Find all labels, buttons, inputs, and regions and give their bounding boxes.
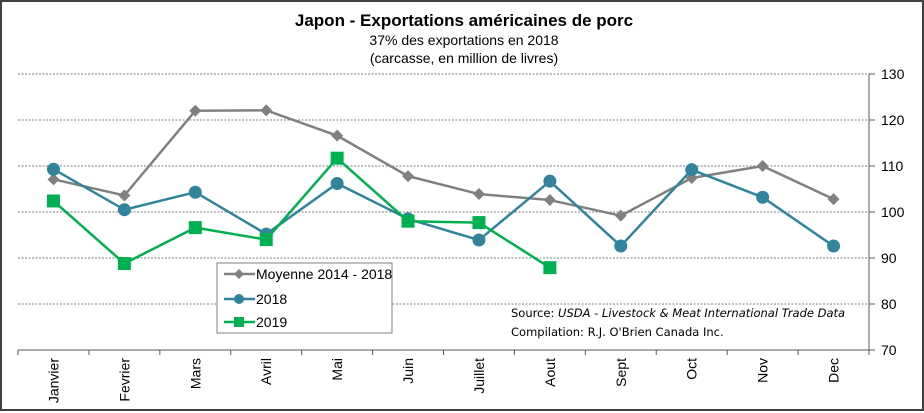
gridlines — [18, 73, 869, 305]
series — [46, 104, 841, 275]
x-tick-labels: Janvier Fevrier Mars Avril Mai Juin Juillet Aou… — [45, 358, 841, 403]
data-point-circle — [472, 233, 486, 247]
data-point-diamond — [260, 104, 273, 117]
series-line — [52, 168, 835, 248]
x-tick-label: Janvier — [45, 358, 61, 403]
series-line — [52, 156, 551, 269]
y-tick-label: 90 — [881, 250, 897, 266]
data-point-diamond — [756, 160, 769, 172]
y-tick-label: 100 — [881, 204, 905, 220]
x-tick-label: Oct — [684, 358, 700, 380]
data-point-circle — [614, 239, 628, 253]
source-annotation: Source: USDA - Livestock & Meat Internat… — [511, 306, 845, 339]
x-tick-label: Nov — [755, 358, 771, 383]
data-point-circle — [330, 176, 344, 190]
y-tick-label: 110 — [881, 158, 904, 174]
chart-subtitle-2: (carcasse, en million de livres) — [370, 50, 558, 66]
y-tick-label: 120 — [881, 112, 905, 128]
chart-subtitle-1: 37% des exportations en 2018 — [369, 32, 558, 48]
data-point-diamond — [47, 173, 60, 186]
x-tick-label: Avril — [258, 358, 274, 385]
axes — [17, 73, 875, 355]
legend-label-moyenne: Moyenne 2014 - 2018 — [256, 266, 392, 282]
series-moyenne-2014---2018 — [47, 104, 840, 222]
data-point-square — [259, 233, 273, 247]
legend-item-2018: 2018 — [224, 291, 287, 307]
data-point-diamond — [331, 129, 344, 142]
legend-diamond-icon — [234, 269, 244, 279]
x-tick-label: Dec — [826, 358, 842, 383]
source-line: Source: USDA - Livestock & Meat Internat… — [511, 306, 845, 320]
data-point-diamond — [614, 209, 627, 222]
chart-title: Japon - Exportations américaines de porc — [295, 11, 633, 30]
x-tick-label: Juin — [400, 358, 416, 384]
data-point-diamond — [472, 188, 485, 201]
x-tick-label: Mars — [187, 358, 203, 389]
y-tick-label: 130 — [881, 66, 905, 82]
data-point-diamond — [543, 194, 556, 207]
legend-circle-icon — [234, 294, 244, 304]
series-2019 — [46, 151, 557, 275]
data-point-circle — [46, 162, 60, 176]
data-point-square — [117, 257, 131, 271]
legend-item-moyenne: Moyenne 2014 - 2018 — [224, 266, 392, 282]
data-point-square — [188, 221, 202, 235]
x-tick-label: Juillet — [471, 358, 487, 394]
data-point-circle — [543, 174, 557, 188]
data-point-circle — [117, 203, 131, 217]
legend-item-2019: 2019 — [224, 314, 287, 330]
data-point-diamond — [827, 193, 840, 206]
data-point-square — [46, 194, 60, 208]
x-tick-label: Aout — [542, 358, 558, 387]
data-point-diamond — [118, 189, 131, 202]
data-point-square — [543, 261, 557, 275]
y-tick-label: 80 — [881, 296, 897, 312]
x-tick-label: Mai — [329, 358, 345, 381]
data-point-diamond — [189, 104, 202, 117]
compilation-line: Compilation: R.J. O'Brien Canada Inc. — [511, 325, 724, 339]
data-point-square — [472, 216, 486, 230]
series-2018 — [46, 162, 841, 253]
data-point-circle — [685, 163, 699, 177]
legend: Moyenne 2014 - 2018 2018 2019 — [216, 262, 393, 334]
legend-label-2019: 2019 — [256, 314, 287, 330]
data-point-diamond — [402, 170, 415, 183]
data-point-square — [401, 214, 415, 228]
y-tick-label: 70 — [881, 342, 897, 358]
x-tick-label: Fevrier — [116, 358, 132, 402]
source-value: USDA - Livestock & Meat International Tr… — [558, 306, 845, 320]
data-point-circle — [827, 239, 841, 253]
y-tick-labels: 70 80 90 100 110 120 130 — [881, 66, 905, 358]
series-line — [53, 109, 835, 217]
data-point-circle — [188, 185, 202, 199]
data-point-circle — [756, 190, 770, 204]
source-label: Source: — [511, 306, 558, 320]
legend-label-2018: 2018 — [256, 291, 287, 307]
legend-square-icon — [234, 317, 244, 327]
x-tick-label: Sept — [613, 358, 629, 387]
data-point-square — [330, 151, 344, 165]
